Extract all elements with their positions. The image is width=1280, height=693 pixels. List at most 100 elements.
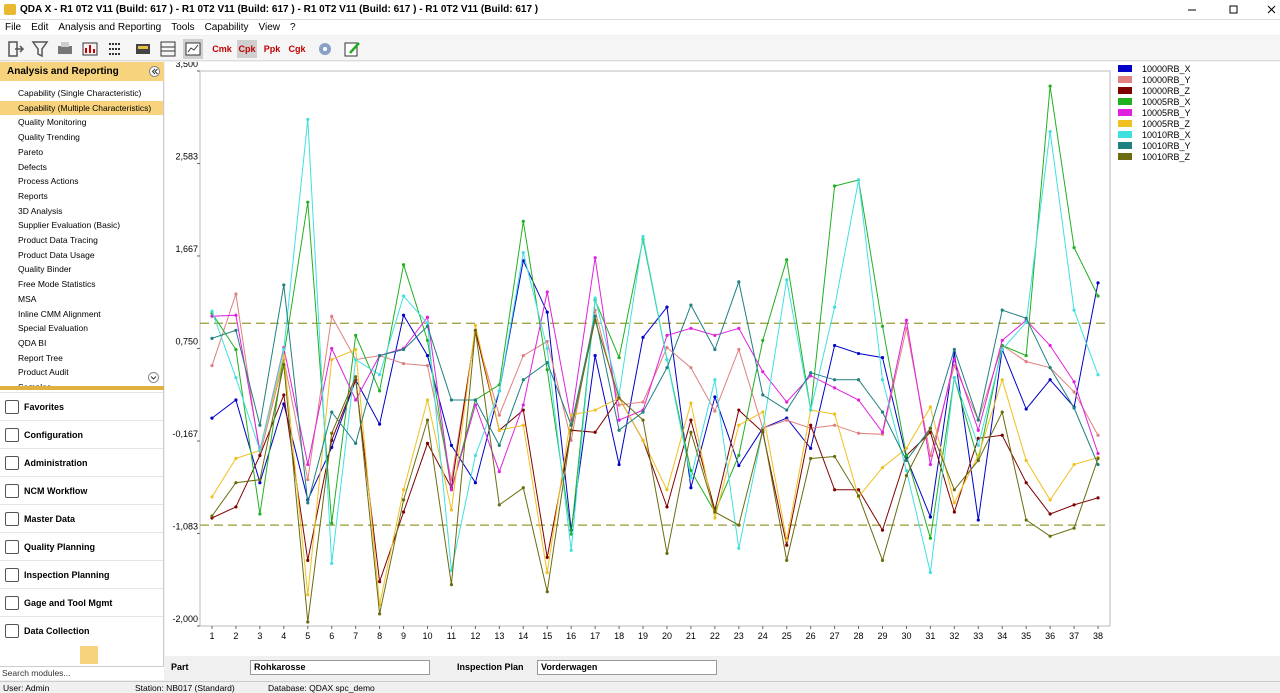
module-item[interactable]: Capability (Single Characteristic) [18,88,142,98]
data-point [306,200,310,204]
scroll-down[interactable] [148,372,159,383]
module-group[interactable]: Favorites [0,392,163,420]
module-group[interactable]: Administration [0,448,163,476]
data-point [1024,353,1028,358]
menu-item[interactable]: View [258,22,280,33]
tool-capability[interactable]: Cgk [288,44,306,54]
module-item[interactable]: Process Actions [18,176,79,187]
module-item[interactable]: Product Audit [18,367,69,378]
search-box[interactable]: Search modules... [0,666,164,680]
menu-item[interactable]: Capability [204,22,249,33]
tool-settings[interactable] [315,39,335,59]
module-item[interactable]: QDA BI [18,337,47,348]
data-point [665,505,669,509]
data-point [401,294,406,298]
menu-item[interactable]: ? [289,22,296,33]
restore[interactable] [1229,5,1238,14]
module-group[interactable]: Gage and Tool Mgmt [0,588,163,616]
tool-chart5[interactable] [183,39,203,59]
tool-capability[interactable]: Cmk [212,44,232,54]
menu-item[interactable]: Analysis and Reporting [58,22,162,33]
module-item[interactable]: Special Evaluation [18,323,88,334]
data-point [378,389,382,393]
menu-item[interactable]: File [5,22,22,33]
module-item[interactable]: Product Data Tracing [18,235,98,245]
tool-capability[interactable]: Ppk [263,44,281,54]
tool-chart2[interactable] [105,39,125,59]
tool-edit[interactable] [342,39,362,59]
data-point [593,408,597,412]
module-item[interactable]: Samples [0,380,163,386]
data-point [856,494,861,498]
close[interactable] [1267,5,1276,14]
menu-item[interactable]: Edit [31,22,49,33]
data-point [473,323,477,327]
module-item[interactable]: Free Mode Statistics [18,279,96,290]
module-group[interactable]: Master Data [0,504,163,532]
menu-item[interactable]: Tools [171,22,195,33]
module-group[interactable]: Data Collection [0,616,163,644]
view-button[interactable] [80,646,98,664]
data-point [689,430,693,434]
module-item[interactable]: Quality Trending [18,132,80,143]
module-item[interactable]: Quality Monitoring [18,117,87,128]
module-item[interactable]: Pareto [18,146,44,157]
data-point [880,430,885,434]
legend-swatch [1118,131,1132,138]
module-item[interactable]: Capability (Multiple Characteristics) [0,100,163,115]
module-item[interactable]: Defects [18,161,47,172]
data-point [689,486,693,490]
window-controls[interactable] [1180,0,1280,20]
module-group[interactable]: NCM Workflow [0,476,163,504]
data-point [952,488,956,492]
data-point [856,398,861,402]
data-point [809,371,813,375]
module-group[interactable]: Quality Planning [0,532,163,560]
data-point [833,378,837,382]
data-point [282,393,286,397]
x-tick-label: 28 [854,631,864,641]
module-item[interactable]: MSA [18,293,37,304]
module-group[interactable]: Configuration [0,420,163,448]
tool-exit[interactable] [5,39,25,59]
data-point [1024,458,1028,463]
data-point [833,386,837,390]
data-point [425,353,430,358]
sidebar-header[interactable]: Analysis and Reporting [0,62,164,81]
tool-chart1[interactable] [80,39,100,59]
data-point [1096,373,1100,377]
app-icon [4,4,16,15]
module-item[interactable]: Quality Binder [18,264,72,275]
tool-chart3[interactable] [133,39,153,59]
data-point [282,283,286,287]
module-item[interactable]: Inline CMM Alignment [18,308,101,319]
data-point [713,510,717,514]
x-tick-label: 26 [806,631,816,641]
module-item[interactable]: Product Data Usage [18,249,95,260]
module-group[interactable]: Inspection Planning [0,560,163,588]
tool-filter[interactable] [30,39,50,59]
tool-print[interactable] [55,39,75,59]
plan-input[interactable]: Vorderwagen [537,660,717,675]
module-item[interactable]: 3D Analysis [18,205,63,216]
data-point [545,339,549,344]
module-item[interactable]: Reports [18,190,48,201]
x-tick-label: 21 [686,631,696,641]
collapse-button[interactable] [149,66,160,77]
data-point [210,364,214,368]
data-point [425,364,430,368]
data-point [737,463,741,468]
data-point [617,396,621,400]
module-item[interactable]: Supplier Evaluation (Basic) [18,220,121,231]
data-point [330,314,334,318]
part-input[interactable]: Rohkarosse [250,660,430,675]
tool-capability[interactable]: Cpk [237,40,257,58]
data-point [401,488,406,492]
data-point [545,310,549,314]
data-point [330,358,334,362]
module-item[interactable]: Report Tree [18,352,63,363]
tool-chart4[interactable] [158,39,178,59]
window-title: QDA X - R1 0T2 V11 (Build: 617 ) - R1 0T… [20,4,539,15]
